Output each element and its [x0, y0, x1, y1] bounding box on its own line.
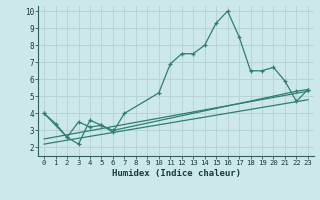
X-axis label: Humidex (Indice chaleur): Humidex (Indice chaleur)	[111, 169, 241, 178]
